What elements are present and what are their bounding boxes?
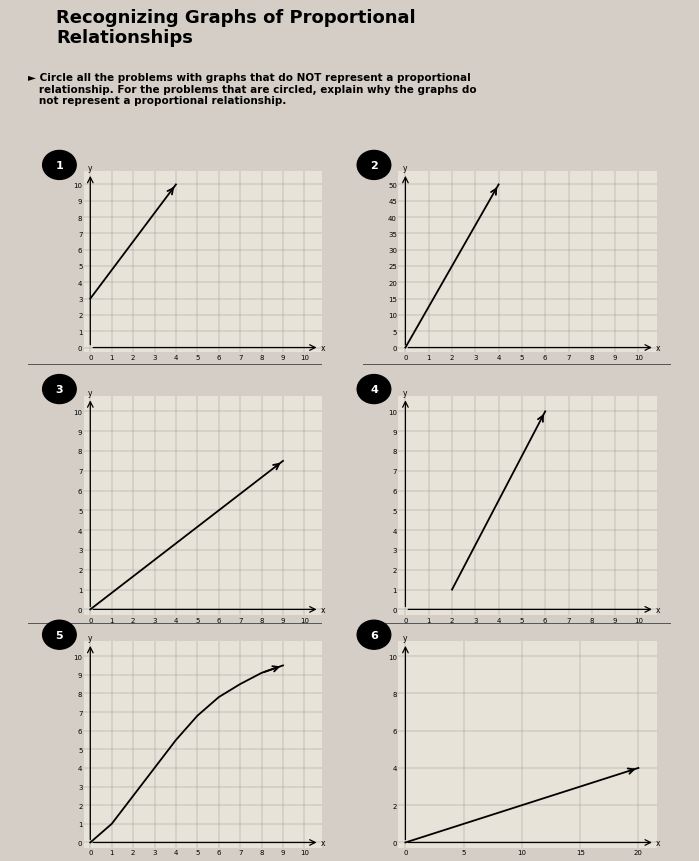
Text: 6: 6 bbox=[370, 630, 378, 640]
Text: 4: 4 bbox=[370, 385, 378, 394]
Text: 3: 3 bbox=[56, 385, 63, 394]
Text: y: y bbox=[88, 634, 92, 642]
Circle shape bbox=[43, 621, 76, 649]
Text: x: x bbox=[656, 838, 661, 847]
Text: y: y bbox=[403, 388, 408, 397]
Text: x: x bbox=[320, 838, 325, 847]
Text: x: x bbox=[656, 605, 661, 614]
Text: Recognizing Graphs of Proportional
Relationships: Recognizing Graphs of Proportional Relat… bbox=[56, 9, 415, 47]
Circle shape bbox=[357, 621, 391, 649]
Circle shape bbox=[357, 152, 391, 180]
Text: x: x bbox=[320, 605, 325, 614]
Circle shape bbox=[43, 152, 76, 180]
Circle shape bbox=[43, 375, 76, 404]
Text: x: x bbox=[320, 344, 325, 353]
Text: y: y bbox=[88, 164, 92, 173]
Text: ► Circle all the problems with graphs that do NOT represent a proportional
   re: ► Circle all the problems with graphs th… bbox=[28, 73, 477, 107]
Text: y: y bbox=[403, 164, 408, 173]
Text: 5: 5 bbox=[56, 630, 63, 640]
Text: y: y bbox=[403, 634, 408, 642]
Text: 1: 1 bbox=[55, 161, 64, 170]
Circle shape bbox=[357, 375, 391, 404]
Text: 2: 2 bbox=[370, 161, 378, 170]
Text: y: y bbox=[88, 388, 92, 397]
Text: x: x bbox=[656, 344, 661, 353]
